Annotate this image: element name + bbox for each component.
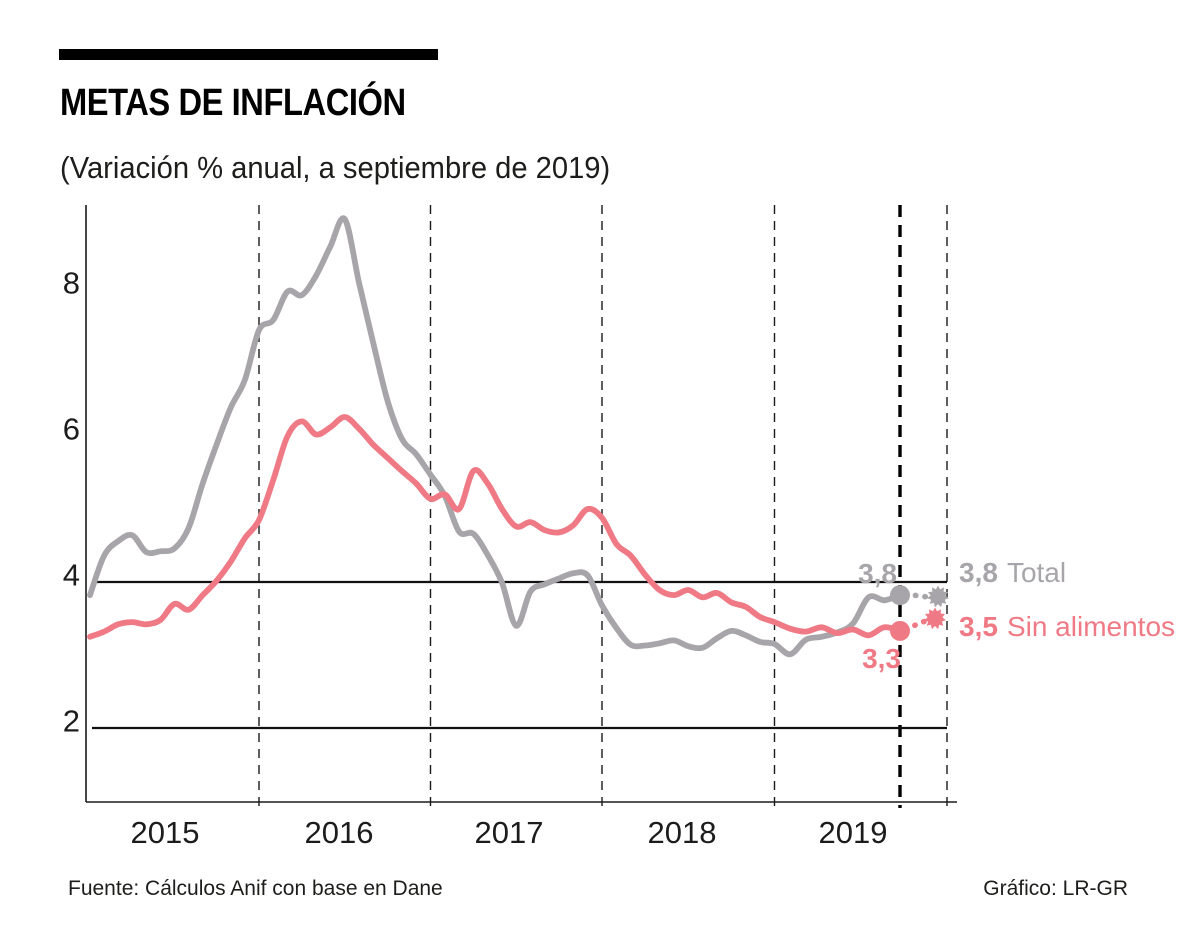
legend-total: 3,8 Total	[959, 557, 1066, 589]
core-last-point	[890, 620, 910, 641]
y-tick-6: 6	[62, 411, 80, 447]
inflation-target-lines	[92, 580, 947, 730]
core-last-value-label: 3,3	[862, 643, 901, 674]
core-forecast-value-label: 3,5	[959, 611, 998, 642]
page-subtitle: (Variación % anual, a septiembre de 2019…	[60, 150, 611, 185]
series-lines	[87, 215, 903, 658]
year-gridlines	[258, 205, 948, 808]
total-forecast-connector	[903, 591, 935, 601]
x-tick-2015: 2015	[130, 815, 200, 850]
core-forecast-marker	[924, 607, 946, 630]
x-tick-2016: 2016	[304, 815, 374, 850]
legend-core: 3,5 Sin alimentos	[959, 611, 1175, 643]
credit-note: Gráfico: LR-GR	[983, 877, 1128, 900]
source-note: Fuente: Cálculos Anif con base en Dane	[68, 877, 443, 900]
y-tick-2: 2	[62, 703, 80, 739]
core-series-name: Sin alimentos	[1006, 611, 1176, 642]
core-forecast-connector	[903, 616, 932, 632]
y-tick-4: 4	[62, 557, 80, 593]
total-last-value-label: 3,8	[858, 558, 897, 589]
axes	[85, 205, 957, 803]
total-forecast-marker	[927, 585, 949, 608]
y-tick-8: 8	[62, 265, 80, 301]
total-line	[87, 215, 903, 658]
x-tick-2019: 2019	[818, 815, 888, 850]
x-tick-2017: 2017	[474, 815, 544, 850]
brand-bar	[59, 49, 438, 60]
page-title: METAS DE INFLACIÓN	[60, 82, 406, 124]
total-series-name: Total	[1006, 557, 1067, 588]
total-forecast-value-label: 3,8	[959, 557, 998, 588]
total-last-point	[890, 585, 910, 606]
x-tick-2018: 2018	[647, 815, 717, 850]
core-line	[87, 414, 903, 640]
end-and-forecast-markers	[890, 585, 949, 641]
